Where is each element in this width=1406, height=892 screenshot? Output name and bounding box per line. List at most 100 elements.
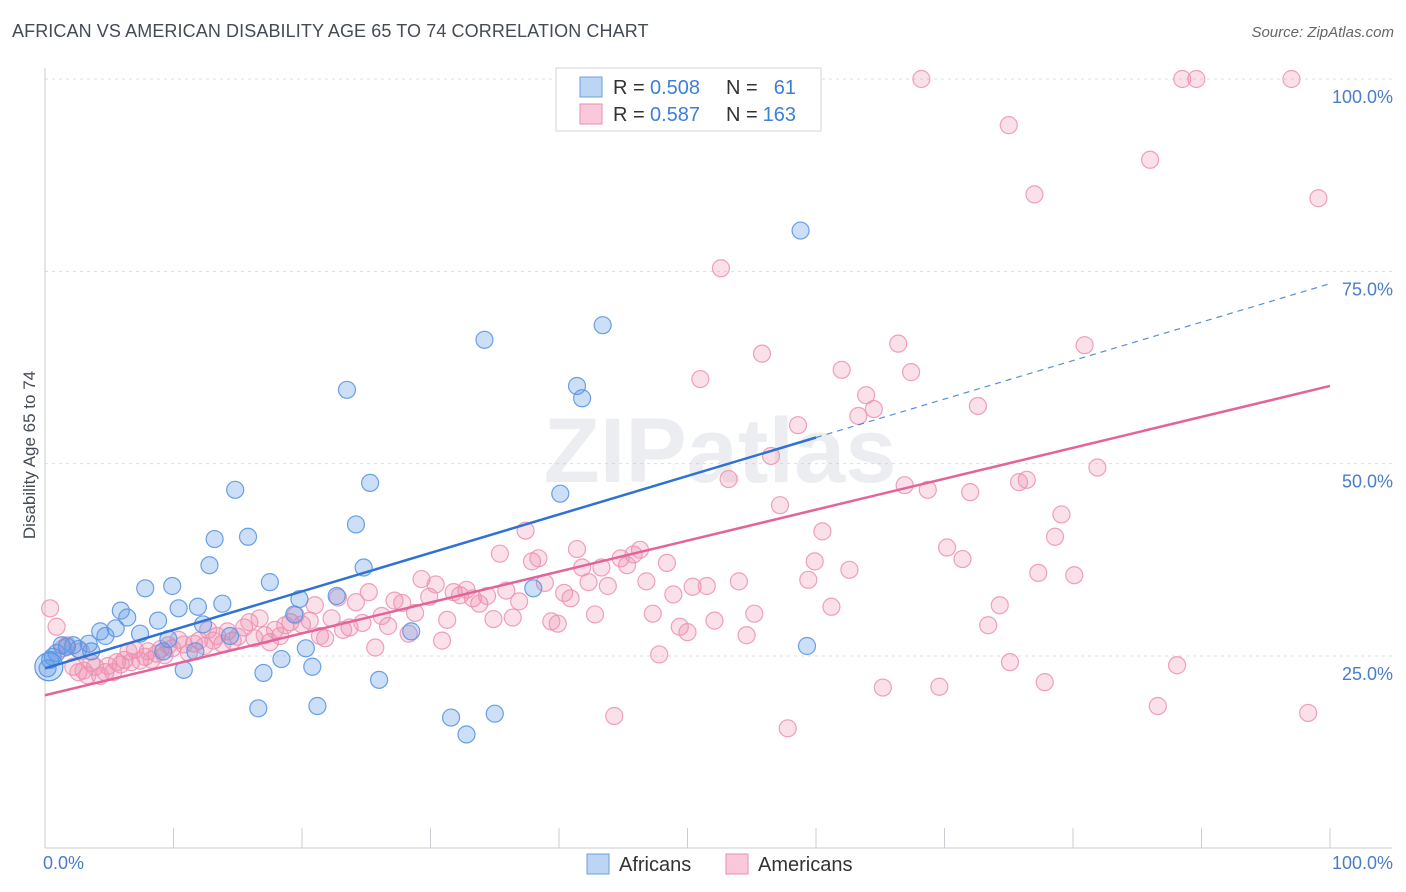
y-tick-labels: 25.0% 50.0% 75.0% 100.0% xyxy=(1332,87,1393,684)
y-tick-label: 50.0% xyxy=(1342,472,1393,492)
point-african xyxy=(593,316,612,335)
legend-swatch-americans xyxy=(579,103,603,125)
point-african xyxy=(475,330,494,349)
point-african xyxy=(285,605,304,624)
point-american xyxy=(510,592,529,611)
point-african xyxy=(337,380,357,399)
legend-n-label-africans: N = xyxy=(726,77,758,99)
point-american xyxy=(999,116,1018,135)
point-american xyxy=(745,604,764,623)
x-tick-label-max: 100.0% xyxy=(1332,853,1393,873)
point-american xyxy=(346,593,366,612)
point-american xyxy=(832,360,851,379)
point-african xyxy=(791,221,810,240)
legend-bottom-label-africans: Africans xyxy=(619,854,691,876)
point-american xyxy=(895,476,914,495)
point-african xyxy=(163,576,182,596)
point-african xyxy=(148,611,168,630)
point-african xyxy=(118,608,137,627)
point-american xyxy=(822,597,841,616)
point-american xyxy=(366,638,385,657)
point-american xyxy=(683,577,702,596)
point-american xyxy=(1140,150,1160,169)
point-american xyxy=(657,553,677,573)
point-african xyxy=(200,556,219,575)
point-american xyxy=(719,469,738,489)
point-american xyxy=(650,645,669,664)
point-african xyxy=(238,527,258,546)
point-american xyxy=(1088,458,1107,477)
legend-n-label-americans: N = xyxy=(726,104,758,126)
point-american xyxy=(484,609,503,629)
point-american xyxy=(426,575,445,594)
point-american xyxy=(737,626,756,645)
point-american xyxy=(412,569,431,589)
point-african xyxy=(136,579,155,598)
point-american xyxy=(1187,69,1206,89)
point-african xyxy=(551,484,570,503)
point-american xyxy=(399,624,418,643)
point-american xyxy=(813,522,832,541)
legend-swatch-africans xyxy=(579,76,603,98)
point-american xyxy=(770,496,790,515)
trendline-africans xyxy=(44,436,817,670)
point-american xyxy=(1309,189,1328,208)
point-african xyxy=(290,589,309,609)
point-american xyxy=(873,678,892,697)
point-american xyxy=(305,596,324,615)
point-american xyxy=(316,629,335,648)
point-african xyxy=(260,573,279,592)
point-american xyxy=(1299,703,1318,723)
point-american xyxy=(979,616,998,635)
point-american xyxy=(1052,505,1071,524)
point-american xyxy=(104,663,123,682)
point-african xyxy=(220,626,240,646)
point-african xyxy=(296,639,315,658)
point-african xyxy=(96,626,115,646)
y-tick-label: 75.0% xyxy=(1342,279,1393,299)
legend-series: Africans Americans xyxy=(586,853,852,876)
point-american xyxy=(1000,653,1020,672)
point-american xyxy=(1017,470,1036,489)
point-american xyxy=(41,599,60,618)
point-american xyxy=(1065,566,1084,585)
point-african xyxy=(226,480,245,499)
point-african xyxy=(308,696,327,716)
point-african xyxy=(249,699,268,718)
chart-title: AFRICAN VS AMERICAN DISABILITY AGE 65 TO… xyxy=(12,21,649,41)
legend-r-value-americans: 0.587 xyxy=(650,104,700,126)
point-american xyxy=(199,620,218,639)
legend-n-value-americans: 163 xyxy=(763,104,796,126)
point-american xyxy=(561,589,580,608)
point-american xyxy=(438,610,457,629)
legend-bottom-label-americans: Americans xyxy=(758,854,852,876)
point-american xyxy=(585,605,605,624)
point-american xyxy=(1167,656,1187,675)
legend-n-value-africans: 61 xyxy=(774,77,796,99)
point-american xyxy=(1173,69,1192,89)
point-american xyxy=(664,585,683,604)
point-american xyxy=(840,560,859,579)
point-american xyxy=(937,538,957,557)
point-american xyxy=(953,549,972,569)
point-american xyxy=(618,556,637,575)
point-american xyxy=(697,576,716,596)
point-african xyxy=(272,649,291,669)
point-african xyxy=(188,597,208,616)
legend-r-label-americans: R = xyxy=(613,104,645,126)
point-african xyxy=(254,663,273,683)
y-tick-label: 100.0% xyxy=(1332,87,1393,107)
point-american xyxy=(598,576,617,596)
legend-stats: R = 0.508 N = 61 R = 0.587 N = 163 xyxy=(555,67,822,132)
point-african xyxy=(106,619,125,638)
trendlines xyxy=(44,283,1331,697)
point-african xyxy=(41,650,60,669)
series-americans xyxy=(41,69,1328,738)
y-tick-label: 25.0% xyxy=(1342,664,1393,684)
y-axis-label: Disability Age 65 to 74 xyxy=(20,371,39,539)
x-tick-labels: 0.0% 100.0% xyxy=(43,853,1393,873)
point-american xyxy=(637,572,656,591)
point-american xyxy=(240,613,259,632)
point-american xyxy=(1075,336,1094,355)
